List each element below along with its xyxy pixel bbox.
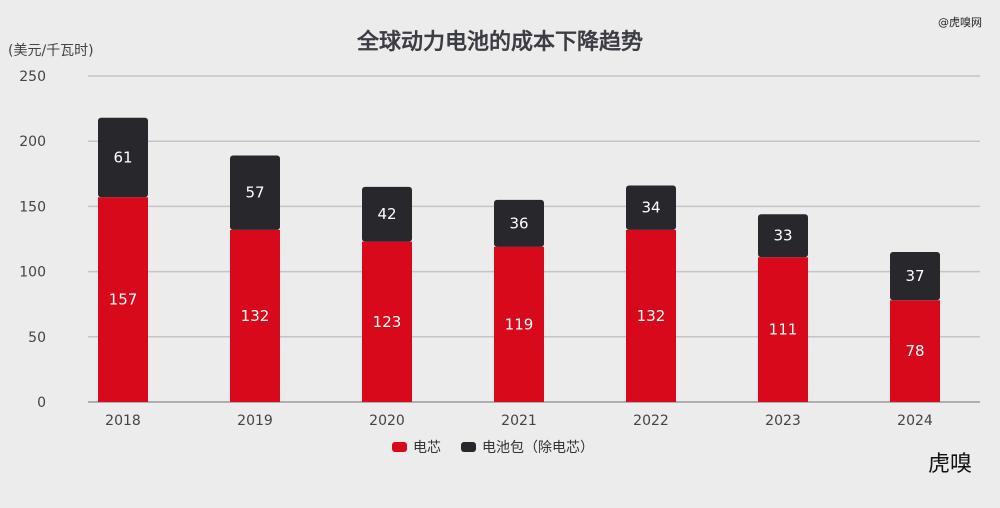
y-tick-label: 100 [19, 265, 46, 281]
data-label: 57 [245, 184, 264, 202]
data-label: 34 [641, 199, 660, 217]
data-label: 132 [637, 307, 666, 325]
bar-pack [362, 186, 412, 242]
y-axis-label: (美元/千瓦时) [8, 43, 94, 59]
data-label: 61 [113, 149, 132, 167]
data-label: 119 [505, 315, 534, 333]
bar-pack [98, 117, 148, 198]
data-label: 111 [769, 321, 798, 339]
bar-cell [890, 300, 940, 402]
x-tick-label: 2023 [765, 413, 801, 429]
watermark: @虎嗅网 [938, 16, 982, 29]
data-label: 132 [241, 307, 270, 325]
x-tick-label: 2018 [105, 413, 141, 429]
legend-label-cell: 电芯 [413, 440, 441, 456]
data-label: 157 [109, 291, 138, 309]
x-tick-label: 2019 [237, 413, 273, 429]
y-tick-label: 250 [19, 69, 46, 85]
legend: 电芯 电池包（除电芯） [392, 437, 594, 457]
x-tick-label: 2020 [369, 413, 405, 429]
bar-pack [230, 155, 280, 230]
y-tick-label: 200 [19, 134, 46, 150]
y-tick-label: 0 [37, 395, 46, 411]
bar-pack [758, 214, 808, 258]
chart-title: 全球动力电池的成本下降趋势 [356, 30, 643, 55]
bar-cell [98, 197, 148, 402]
data-label: 78 [905, 342, 924, 360]
data-label: 36 [509, 214, 528, 232]
data-label: 37 [905, 267, 924, 285]
bar-pack [890, 252, 940, 301]
bar-cell [758, 257, 808, 402]
bar-cell [626, 229, 676, 402]
legend-label-pack: 电池包（除电芯） [482, 440, 594, 456]
bar-cell [362, 241, 412, 402]
data-label: 33 [773, 227, 792, 245]
legend-swatch-cell [392, 442, 407, 452]
bar-pack [494, 199, 544, 247]
data-label: 42 [377, 205, 396, 223]
bar-cell [230, 229, 280, 402]
data-label: 123 [373, 313, 402, 331]
y-tick-label: 50 [28, 330, 46, 346]
y-tick-label: 150 [19, 199, 46, 215]
legend-swatch-pack [461, 442, 476, 452]
huxiu-logo: 虎嗅 [928, 452, 973, 477]
x-tick-label: 2024 [897, 413, 933, 429]
x-tick-label: 2022 [633, 413, 669, 429]
bar-pack [626, 185, 676, 230]
bar-cell [494, 246, 544, 402]
x-tick-label: 2021 [501, 413, 537, 429]
